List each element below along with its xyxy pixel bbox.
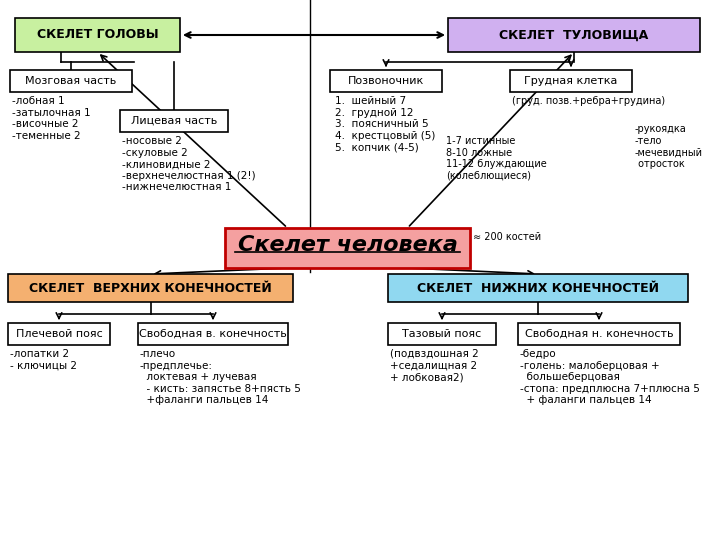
Text: -бедро
-голень: малоберцовая +
  большеберцовая
-стопа: предплюсна 7+плюсна 5
  : -бедро -голень: малоберцовая + большебер… [520,349,700,406]
Text: 1-7 истинные
8-10 ложные
11-12 блуждающие
(колеблющиеся): 1-7 истинные 8-10 ложные 11-12 блуждающи… [446,136,546,181]
Text: СКЕЛЕТ  ВЕРХНИХ КОНЕЧНОСТЕЙ: СКЕЛЕТ ВЕРХНИХ КОНЕЧНОСТЕЙ [29,281,272,294]
Text: СКЕЛЕТ  ТУЛОВИЩА: СКЕЛЕТ ТУЛОВИЩА [500,29,649,42]
Text: Позвоночник: Позвоночник [348,76,424,86]
FancyBboxPatch shape [518,323,680,345]
Text: Свободная в. конечность: Свободная в. конечность [139,329,287,339]
FancyBboxPatch shape [15,18,180,52]
Text: Свободная н. конечность: Свободная н. конечность [525,329,673,339]
Text: Скелет человека: Скелет человека [238,235,457,255]
FancyBboxPatch shape [8,323,110,345]
FancyBboxPatch shape [388,323,496,345]
Text: (груд. позв.+ребра+грудина): (груд. позв.+ребра+грудина) [512,96,665,106]
Text: Лицевая часть: Лицевая часть [131,116,217,126]
Text: -носовые 2
-скуловые 2
-клиновидные 2
-верхнечелюстная 1 (2!)
-нижнечелюстная 1: -носовые 2 -скуловые 2 -клиновидные 2 -в… [122,136,256,192]
Text: СКЕЛЕТ  НИЖНИХ КОНЕЧНОСТЕЙ: СКЕЛЕТ НИЖНИХ КОНЕЧНОСТЕЙ [417,281,659,294]
FancyBboxPatch shape [8,274,293,302]
FancyBboxPatch shape [448,18,700,52]
FancyBboxPatch shape [510,70,632,92]
FancyBboxPatch shape [10,70,132,92]
FancyBboxPatch shape [388,274,688,302]
Text: -лопатки 2
- ключицы 2: -лопатки 2 - ключицы 2 [10,349,77,370]
Text: 1.  шейный 7
2.  грудной 12
3.  поясничный 5
4.  крестцовый (5)
5.  копчик (4-5): 1. шейный 7 2. грудной 12 3. поясничный … [335,96,436,152]
FancyBboxPatch shape [138,323,288,345]
Text: СКЕЛЕТ ГОЛОВЫ: СКЕЛЕТ ГОЛОВЫ [37,29,158,42]
FancyBboxPatch shape [120,110,228,132]
Text: -рукоядка
-тело
-мечевидный
 отросток: -рукоядка -тело -мечевидный отросток [635,124,703,169]
Text: Тазовый пояс: Тазовый пояс [402,329,482,339]
FancyBboxPatch shape [330,70,442,92]
Text: (подвздошная 2
+седалищная 2
+ лобковая2): (подвздошная 2 +седалищная 2 + лобковая2… [390,349,479,382]
FancyBboxPatch shape [225,228,470,268]
Text: Грудная клетка: Грудная клетка [524,76,618,86]
Text: -лобная 1
-затылочная 1
-височные 2
-теменные 2: -лобная 1 -затылочная 1 -височные 2 -тем… [12,96,91,141]
Text: Мозговая часть: Мозговая часть [25,76,117,86]
Text: Плечевой пояс: Плечевой пояс [16,329,102,339]
Text: -плечо
-предплечье:
  локтевая + лучевая
  - кисть: запястье 8+пясть 5
  +фаланг: -плечо -предплечье: локтевая + лучевая -… [140,349,301,406]
Text: ≈ 200 костей: ≈ 200 костей [473,232,541,242]
